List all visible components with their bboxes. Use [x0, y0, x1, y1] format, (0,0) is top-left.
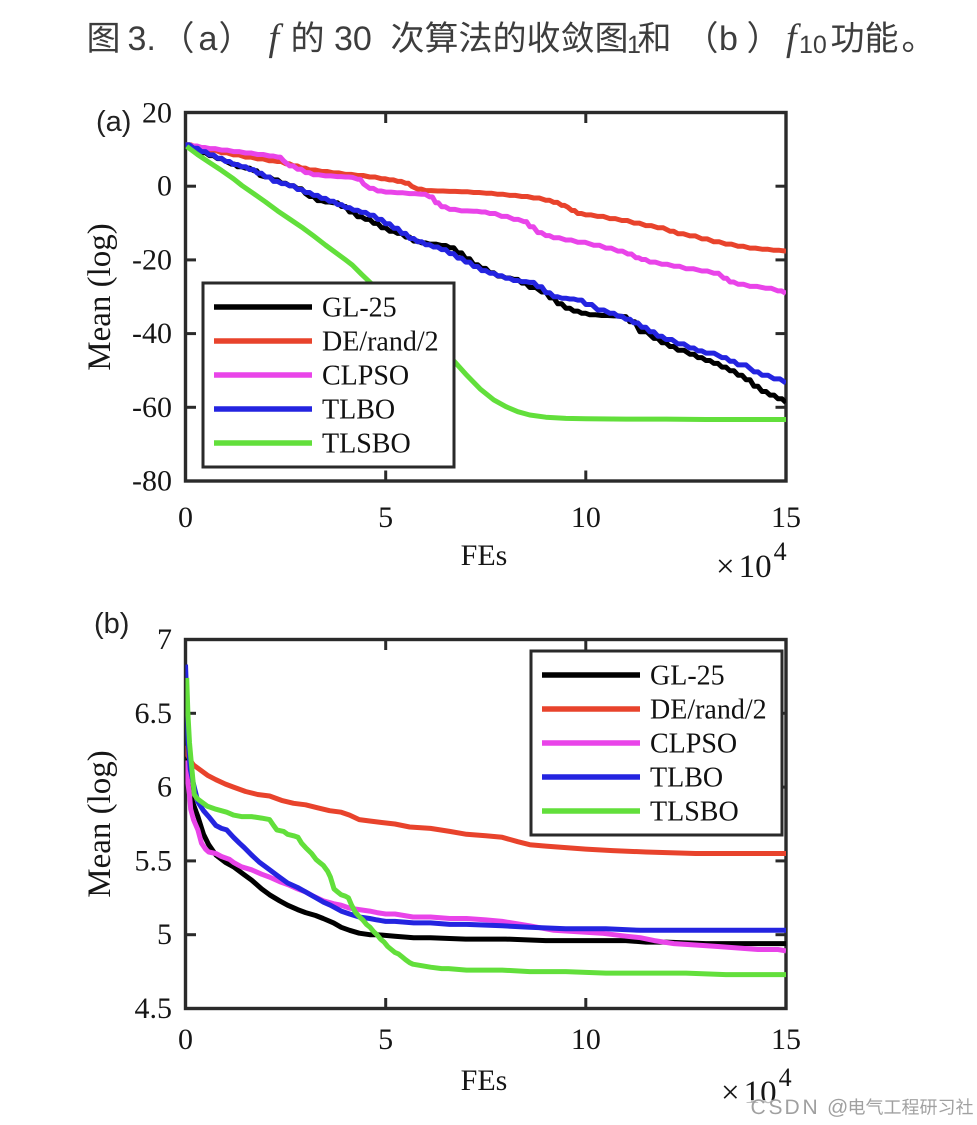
- svg-text:-60: -60: [132, 391, 172, 424]
- svg-text:DE/rand/2: DE/rand/2: [322, 327, 439, 358]
- svg-text:5: 5: [378, 1023, 393, 1056]
- svg-text:7: 7: [157, 623, 172, 656]
- svg-text:TLSBO: TLSBO: [650, 797, 739, 828]
- svg-text:Mean (log): Mean (log): [82, 750, 118, 898]
- svg-text:-40: -40: [132, 317, 172, 350]
- svg-text:0: 0: [178, 501, 193, 534]
- svg-text:15: 15: [771, 501, 801, 534]
- svg-text:(a): (a): [96, 106, 131, 138]
- svg-text:Mean (log): Mean (log): [82, 223, 118, 371]
- svg-text:TLSBO: TLSBO: [322, 429, 411, 460]
- svg-text:10: 10: [571, 501, 601, 534]
- svg-text:5: 5: [378, 501, 393, 534]
- svg-text:20: 20: [142, 96, 172, 129]
- svg-text:(b): (b): [94, 608, 129, 640]
- svg-text:-80: -80: [132, 465, 172, 498]
- svg-text:-20: -20: [132, 243, 172, 276]
- svg-text:GL-25: GL-25: [322, 293, 397, 324]
- svg-text:TLBO: TLBO: [650, 763, 723, 794]
- svg-text:0: 0: [178, 1023, 193, 1056]
- svg-text:5.5: 5.5: [135, 844, 173, 877]
- svg-text:FEs: FEs: [461, 1064, 508, 1097]
- svg-text:TLBO: TLBO: [322, 395, 395, 426]
- svg-text:FEs: FEs: [461, 539, 508, 572]
- svg-text:5: 5: [157, 918, 172, 951]
- svg-text:DE/rand/2: DE/rand/2: [650, 695, 767, 726]
- svg-text:4.5: 4.5: [135, 992, 173, 1025]
- svg-text:10: 10: [571, 1023, 601, 1056]
- svg-text:0: 0: [157, 170, 172, 203]
- svg-text:15: 15: [771, 1023, 801, 1056]
- svg-text:CLPSO: CLPSO: [322, 361, 409, 392]
- svg-text:GL-25: GL-25: [650, 661, 725, 692]
- svg-text:CLPSO: CLPSO: [650, 729, 737, 760]
- svg-text:6: 6: [157, 771, 172, 804]
- svg-text:6.5: 6.5: [135, 697, 173, 730]
